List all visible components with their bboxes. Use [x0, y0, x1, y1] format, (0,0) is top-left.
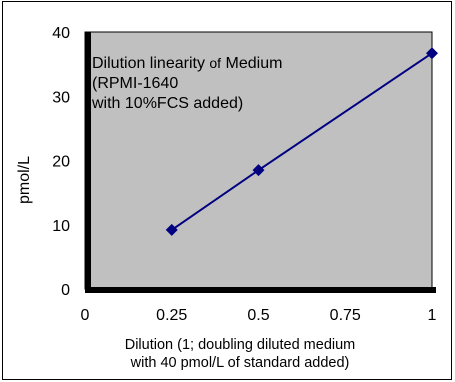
y-tick-label: 20: [52, 154, 70, 171]
data-point-marker: [252, 164, 265, 177]
x-tick-label: 1: [428, 307, 437, 324]
x-axis-title-line1: Dilution (1; doubling diluted medium: [124, 337, 356, 353]
annotation-line1-a: Dilution linearity: [92, 55, 210, 72]
x-tick-label: 0.75: [330, 307, 361, 324]
chart-annotation: Dilution linearity of Medium (RPMI-1640 …: [92, 53, 282, 114]
y-axis-title: pmol/L: [16, 155, 33, 205]
annotation-line2: (RPMI-1640: [92, 75, 179, 92]
x-tick-label: 0.25: [156, 307, 187, 324]
annotation-line1-b: of: [209, 55, 222, 71]
y-tick-label: 40: [52, 25, 70, 42]
y-tick-label: 0: [61, 282, 70, 299]
x-tick-label: 0: [81, 307, 90, 324]
x-tick-label: 0.5: [247, 307, 269, 324]
x-tick-labels: 0 0.25 0.5 0.75 1: [81, 307, 437, 324]
data-point-marker: [426, 47, 438, 60]
x-axis-title: Dilution (1; doubling diluted medium wit…: [105, 336, 375, 372]
annotation-line3: with 10%FCS added): [92, 95, 244, 112]
annotation-line1-c: Medium: [221, 55, 283, 72]
data-point-marker: [165, 223, 178, 236]
plot-area: [84, 31, 433, 290]
series-marks: [165, 47, 438, 236]
y-tick-label: 30: [52, 89, 70, 106]
y-tick-labels: 0 10 20 30 40: [52, 25, 70, 299]
x-axis-title-line2: with 40 pmol/L of standard added): [130, 355, 350, 371]
y-tick-label: 10: [52, 218, 70, 235]
